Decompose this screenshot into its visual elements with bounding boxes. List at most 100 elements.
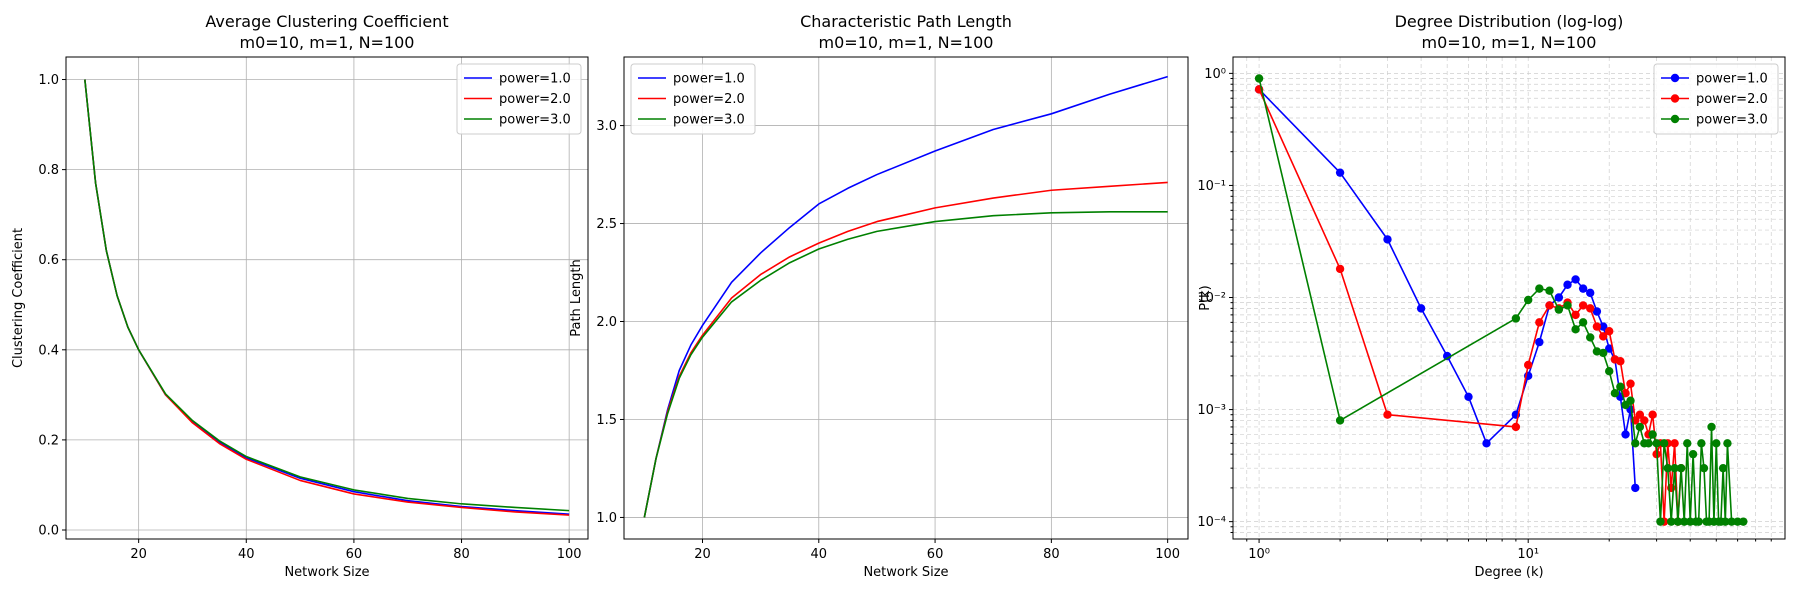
y-tick-label: 10⁻² [1197, 291, 1226, 306]
legend-marker-1 [1670, 73, 1680, 83]
data-point [1723, 439, 1732, 448]
chart-title: Average Clustering Coefficient [205, 12, 448, 31]
chart-panel-3: 10⁰ 10¹ 10⁻⁴ 10⁻³ 10⁻² 10⁻¹ 10⁰ Degree Distribu… [1197, 12, 1786, 580]
data-point [1670, 439, 1679, 448]
x-tick-label: 10⁰ [1248, 547, 1270, 562]
data-point [1523, 295, 1533, 305]
data-point [1535, 318, 1544, 327]
axes: 20 40 60 80 100 1.0 1.5 2.0 2.5 3.0 [596, 57, 1188, 562]
data-point [1578, 284, 1588, 293]
y-axis-label: P(k) [1198, 285, 1213, 311]
data-point [1571, 325, 1580, 334]
series-line-3 [1258, 78, 1744, 523]
data-point [1442, 351, 1452, 361]
x-tick-label: 20 [130, 547, 147, 562]
data-point [1511, 422, 1521, 432]
data-point [1688, 449, 1698, 459]
data-point [1599, 348, 1608, 358]
x-tick-label: 40 [811, 547, 828, 562]
x-tick-label: 60 [346, 547, 363, 562]
data-point [1652, 439, 1661, 448]
data-point [1535, 284, 1544, 293]
data-point [1631, 483, 1640, 493]
data-point [1718, 463, 1728, 473]
data-point [1335, 264, 1345, 274]
plot-frame [65, 56, 589, 540]
chart-title: Characteristic Path Length [800, 12, 1012, 31]
data-point [1659, 439, 1669, 448]
chart-panel-2: 20 40 60 80 100 1.0 1.5 2.0 2.5 3.0 Characteristic… [569, 12, 1189, 580]
y-tick-label: 0.0 [38, 523, 59, 538]
data-point [1656, 517, 1665, 526]
data-point [1545, 301, 1554, 310]
legend-marker-2 [1670, 94, 1680, 103]
data-point [1464, 392, 1473, 402]
chart-panel-1: 20 40 60 80 100 0.0 0.2 0.4 0.6 0.8 1.0 Average Clu… [11, 12, 589, 580]
data-point [1644, 439, 1653, 448]
series-line-1 [1258, 88, 1637, 488]
legend-entry-2: power=2.0 [1696, 92, 1768, 107]
data-point [1616, 357, 1625, 366]
y-axis-label: Path Length [569, 259, 584, 337]
data-point [1616, 382, 1625, 391]
data-point [1545, 286, 1554, 295]
data-point [1721, 517, 1730, 526]
legend-entry-1: power=1.0 [1696, 72, 1768, 87]
data-point [1739, 517, 1748, 526]
legend: power=1.0 power=2.0 power=3.0 [1653, 63, 1779, 135]
data-point [1511, 314, 1521, 323]
x-axis-label: Network Size [863, 565, 948, 580]
data-point [1254, 74, 1264, 83]
x-tick-label: 40 [238, 547, 255, 562]
legend-entry-2: power=2.0 [673, 92, 745, 107]
y-tick-label: 1.0 [596, 511, 617, 526]
series-line-3 [643, 210, 1168, 518]
axes: 10⁰ 10¹ 10⁻⁴ 10⁻³ 10⁻² 10⁻¹ 10⁰ [1197, 57, 1785, 562]
x-tick-label: 80 [453, 547, 470, 562]
data-point [1592, 322, 1602, 331]
y-tick-label: 0.2 [38, 433, 59, 448]
y-tick-label: 10⁰ [1204, 67, 1226, 82]
data-point [1554, 305, 1564, 314]
plot-frame [1232, 56, 1786, 540]
data-point [1586, 304, 1595, 313]
data-point [1578, 318, 1588, 327]
legend: power=1.0 power=2.0 power=3.0 [456, 63, 582, 135]
data-point [1712, 439, 1721, 448]
data-point [1648, 410, 1657, 419]
data-point [1635, 422, 1645, 432]
data-point [1694, 517, 1703, 526]
data-point [1610, 388, 1620, 398]
x-axis-label: Network Size [284, 565, 369, 580]
legend-box [1653, 63, 1779, 135]
series-line-1 [643, 75, 1168, 518]
data-point [1563, 301, 1572, 310]
data-point [1605, 327, 1614, 336]
data-point [1699, 463, 1709, 473]
x-tick-label: 100 [1155, 547, 1180, 562]
series-group [643, 75, 1168, 518]
x-axis-label: Degree (k) [1474, 565, 1543, 580]
y-tick-label: 2.0 [596, 315, 617, 330]
data-point [1599, 332, 1608, 341]
legend-marker-3 [1670, 114, 1680, 124]
data-point [1416, 304, 1426, 313]
data-point [1683, 439, 1692, 448]
data-point [1571, 310, 1580, 320]
y-tick-label: 0.4 [38, 343, 59, 358]
data-point [1727, 517, 1736, 526]
chart-subtitle: m0=10, m=1, N=100 [240, 33, 415, 52]
x-tick-label: 20 [694, 547, 711, 562]
legend-entry-2: power=2.0 [499, 92, 571, 107]
data-point [1697, 439, 1706, 448]
series-line-3 [84, 79, 570, 512]
legend: power=1.0 power=2.0 power=3.0 [630, 63, 756, 135]
data-point [1673, 517, 1683, 526]
data-point [1605, 344, 1614, 353]
y-tick-label: 3.0 [596, 119, 617, 134]
y-tick-label: 10⁻¹ [1197, 179, 1226, 194]
series-line-2 [84, 79, 570, 516]
data-point [1571, 275, 1580, 284]
y-tick-label: 10⁻⁴ [1197, 515, 1226, 530]
